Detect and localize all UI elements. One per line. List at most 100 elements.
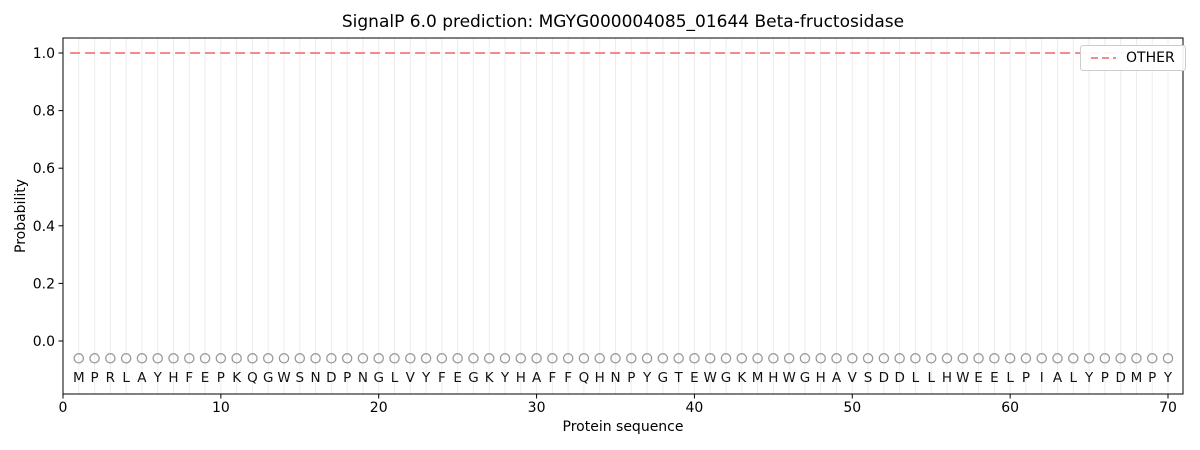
residue-letter: F: [564, 370, 572, 386]
residue-letter: G: [658, 370, 668, 386]
residue-letter: M: [73, 370, 85, 386]
residue-letter: V: [406, 370, 416, 386]
residue-letter: T: [674, 370, 684, 386]
residue-circle: [357, 353, 369, 364]
residue-circle: [925, 353, 937, 364]
residue-circle: [989, 353, 1000, 364]
residue-letter: H: [816, 370, 826, 386]
residue-circle: [673, 353, 684, 364]
x-tick-label: 50: [843, 400, 861, 416]
residue-circle: [389, 353, 400, 364]
residue-letter: K: [737, 370, 747, 386]
residue-circle: [799, 353, 811, 364]
residue-circle: [720, 353, 732, 364]
residue-letter: D: [879, 370, 889, 386]
legend-label: OTHER: [1126, 50, 1175, 66]
residue-letter: W: [782, 370, 795, 386]
residue-circle: [910, 353, 921, 364]
residue-circle: [752, 353, 763, 364]
residue-circle: [815, 353, 826, 364]
residue-letter: V: [848, 370, 858, 386]
residue-circle: [689, 353, 700, 364]
residue-circle: [1099, 353, 1111, 364]
residue-letter: Y: [642, 370, 652, 386]
residue-letter: L: [1070, 370, 1078, 386]
residue-letter: L: [391, 370, 399, 386]
residue-circle: [405, 353, 416, 364]
residue-circle: [105, 353, 116, 364]
residue-letter: A: [532, 370, 542, 386]
residue-letter: L: [122, 370, 130, 386]
residue-circle: [515, 353, 527, 364]
residue-letter: M: [1131, 370, 1143, 386]
residue-letter: Y: [500, 370, 510, 386]
residue-circle: [436, 353, 448, 364]
residue-circle: [768, 353, 779, 364]
residue-letter: D: [1115, 370, 1125, 386]
y-tick-label: 0.4: [33, 219, 55, 235]
residue-letter: N: [358, 370, 368, 386]
residue-letter: H: [595, 370, 605, 386]
residue-letter: E: [990, 370, 999, 386]
residue-circle: [215, 353, 227, 364]
residue-circle: [847, 353, 858, 364]
residue-circle: [136, 353, 148, 364]
residue-circle: [278, 353, 290, 364]
residue-letter: Y: [153, 370, 163, 386]
x-tick-label: 10: [212, 400, 230, 416]
residue-circle: [783, 353, 795, 364]
residue-circle: [420, 353, 432, 364]
residue-circle: [1020, 353, 1032, 364]
residue-circle: [262, 353, 274, 364]
residue-circle: [878, 353, 890, 364]
residue-circle: [704, 353, 716, 364]
residue-letter: G: [800, 370, 810, 386]
residue-circle: [499, 353, 511, 364]
y-tick-label: 1.0: [33, 46, 55, 62]
residue-circle: [578, 353, 590, 364]
residue-letter: H: [168, 370, 178, 386]
residue-circle: [894, 353, 905, 364]
x-tick-label: 20: [370, 400, 388, 416]
residue-letter: N: [610, 370, 620, 386]
residue-letter: H: [768, 370, 778, 386]
x-tick-label: 70: [1159, 400, 1177, 416]
residue-letter: F: [548, 370, 556, 386]
residue-letter: E: [453, 370, 462, 386]
residue-circle: [326, 353, 337, 364]
residue-letter: W: [277, 370, 290, 386]
residue-circle: [1052, 353, 1063, 364]
residue-circle: [1083, 353, 1095, 364]
residue-letter: L: [927, 370, 935, 386]
residue-circle: [657, 353, 669, 364]
residue-letter: H: [942, 370, 952, 386]
residue-letter: Y: [1084, 370, 1094, 386]
residue-letter: Y: [1163, 370, 1173, 386]
residue-circle: [831, 353, 842, 364]
residue-circle: [73, 353, 85, 364]
residue-letter: D: [326, 370, 336, 386]
residue-circle: [341, 353, 353, 364]
residue-letter: F: [185, 370, 193, 386]
residue-circle: [468, 353, 479, 364]
residue-letter: E: [690, 370, 699, 386]
residue-letter: P: [1148, 370, 1156, 386]
residue-letter: P: [90, 370, 98, 386]
residue-letter: A: [832, 370, 842, 386]
residue-letter: P: [1101, 370, 1109, 386]
residue-letter: A: [137, 370, 147, 386]
residue-circle: [231, 353, 242, 364]
residue-letter: Q: [247, 370, 258, 386]
residue-circle: [547, 353, 558, 364]
residue-letter: P: [627, 370, 635, 386]
residue-letter: K: [232, 370, 242, 386]
residue-circle: [941, 353, 953, 364]
chart-title: SignalP 6.0 prediction: MGYG000004085_01…: [341, 12, 905, 32]
residue-circle: [562, 353, 574, 364]
residue-letter: Q: [579, 370, 590, 386]
residue-letter: G: [373, 370, 383, 386]
y-tick-label: 0.6: [33, 161, 55, 177]
residue-letter: F: [438, 370, 446, 386]
legend-dashed-line-icon: [1091, 57, 1116, 59]
